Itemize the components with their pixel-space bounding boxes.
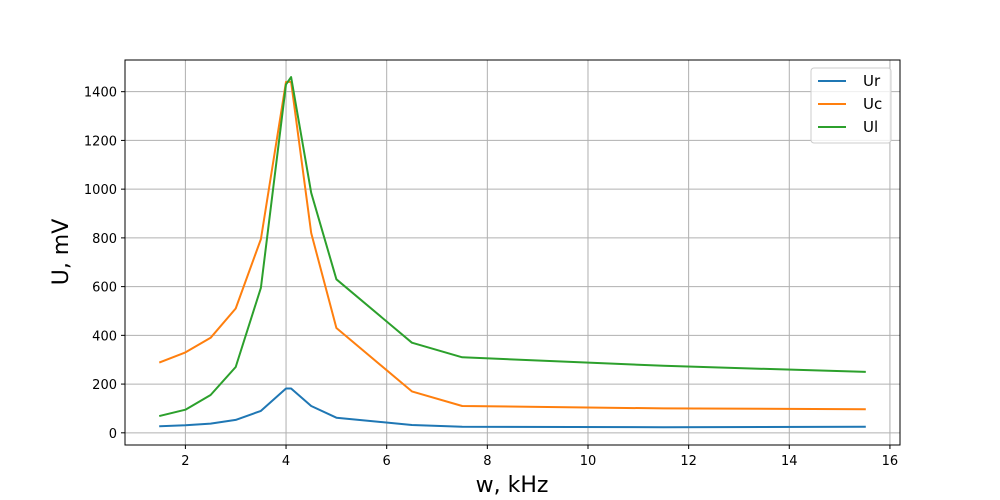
legend-box (810, 67, 892, 144)
y-axis-label: U, mV (49, 219, 74, 286)
y-tick-label: 400 (92, 329, 117, 344)
y-tick-label: 200 (92, 378, 117, 393)
y-tick-label: 600 (92, 281, 117, 296)
x-axis-ticks: 2 4 6 8 10 12 14 16 (181, 445, 898, 469)
series-line-ul (158, 76, 866, 418)
y-tick-label: 1000 (84, 183, 117, 198)
x-tick-label: 8 (483, 454, 491, 469)
x-axis-label: w, kHz (476, 473, 549, 498)
legend: Ur Uc Ul (810, 67, 892, 144)
x-tick-label: 14 (781, 454, 798, 469)
legend-label-ul: Ul (863, 118, 878, 136)
x-tick-label: 2 (181, 454, 189, 469)
y-tick-label: 800 (92, 232, 117, 247)
x-tick-label: 16 (882, 454, 899, 469)
series-layer (158, 76, 866, 429)
legend-label-uc: Uc (863, 95, 882, 113)
x-tick-label: 10 (580, 454, 597, 469)
legend-label-ur: Ur (863, 72, 881, 90)
grid (125, 60, 900, 445)
y-tick-label: 1200 (84, 134, 117, 149)
y-axis-ticks: 0 200 400 600 800 1000 1200 1400 (84, 86, 125, 442)
y-tick-label: 0 (109, 427, 117, 442)
plot-background (125, 60, 900, 445)
x-tick-label: 12 (680, 454, 697, 469)
plot-frame (124, 59, 901, 446)
y-tick-label: 1400 (84, 86, 117, 101)
series-line-ur (159, 387, 866, 429)
x-tick-label: 4 (282, 454, 290, 469)
x-tick-label: 6 (383, 454, 391, 469)
